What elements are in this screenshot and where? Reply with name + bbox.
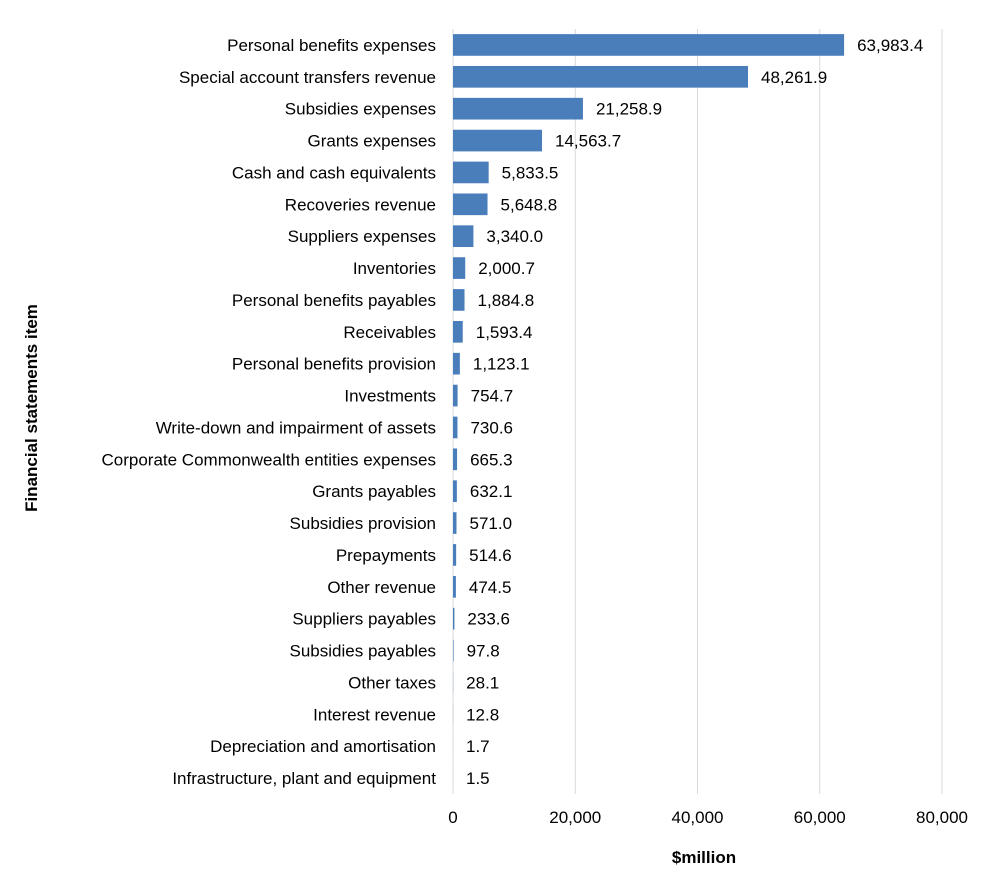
bar [453, 607, 455, 630]
data-label: 21,258.9 [596, 100, 662, 119]
data-label: 2,000.7 [478, 259, 535, 278]
bar [453, 639, 454, 662]
category-label: Grants payables [312, 482, 436, 501]
category-label: Interest revenue [313, 705, 436, 724]
data-label: 28.1 [466, 673, 499, 692]
category-label: Special account transfers revenue [179, 68, 436, 87]
category-label: Subsidies expenses [285, 100, 436, 119]
bar [453, 129, 543, 152]
category-label: Other revenue [327, 578, 436, 597]
data-label: 1.5 [466, 769, 490, 788]
bar [453, 161, 489, 184]
category-label: Receivables [343, 323, 436, 342]
data-label: 474.5 [469, 578, 512, 597]
category-labels: Personal benefits expenses Special accoun… [101, 36, 436, 788]
bar [453, 512, 457, 534]
data-label: 14,563.7 [555, 132, 621, 151]
category-label: Write-down and impairment of assets [156, 418, 436, 437]
category-label: Investments [344, 387, 436, 406]
bar [453, 193, 488, 216]
category-label: Depreciation and amortisation [210, 737, 436, 756]
bar [453, 289, 465, 311]
bar [453, 384, 458, 407]
category-label: Prepayments [336, 546, 436, 565]
data-label: 1,123.1 [473, 355, 530, 374]
data-label: 730.6 [470, 418, 513, 437]
data-label: 48,261.9 [761, 68, 827, 87]
bar [453, 320, 463, 343]
bar [453, 34, 845, 56]
category-label: Suppliers payables [292, 610, 436, 629]
data-label: 12.8 [466, 705, 499, 724]
category-label: Subsidies provision [290, 514, 436, 533]
x-tick-label: 80,000 [916, 808, 968, 827]
data-label: 3,340.0 [486, 227, 543, 246]
data-label: 1.7 [466, 737, 490, 756]
category-label: Grants expenses [307, 132, 436, 151]
x-tick-label: 60,000 [794, 808, 846, 827]
category-label: Cash and cash equivalents [232, 163, 436, 182]
bar [453, 65, 749, 88]
value-labels: 63,983.4 48,261.9 21,258.9 14,563.7 5,833.5 5… [466, 36, 923, 788]
category-label: Corporate Commonwealth entities expenses [101, 450, 436, 469]
category-label: Suppliers expenses [288, 227, 436, 246]
bar [453, 352, 460, 375]
bar [453, 416, 458, 439]
x-tick-label: 0 [448, 808, 457, 827]
data-label: 632.1 [470, 482, 513, 501]
data-label: 1,593.4 [476, 323, 533, 342]
category-label: Personal benefits expenses [227, 36, 436, 55]
data-label: 571.0 [469, 514, 512, 533]
data-label: 5,648.8 [501, 195, 558, 214]
bar [453, 257, 466, 279]
data-label: 514.6 [469, 546, 512, 565]
bar [453, 575, 456, 598]
data-label: 5,833.5 [502, 163, 559, 182]
category-label: Personal benefits provision [232, 355, 436, 374]
data-label: 97.8 [467, 642, 500, 661]
category-label: Subsidies payables [290, 642, 436, 661]
data-label: 233.6 [467, 610, 510, 629]
bar [453, 544, 457, 566]
gridlines [452, 29, 943, 794]
data-label: 1,884.8 [478, 291, 535, 310]
bar [453, 225, 474, 248]
x-tick-label: 40,000 [672, 808, 724, 827]
category-label: Infrastructure, plant and equipment [172, 769, 436, 788]
data-label: 665.3 [470, 450, 513, 469]
bar [453, 480, 457, 503]
category-label: Other taxes [348, 673, 436, 692]
data-label: 63,983.4 [857, 36, 923, 55]
category-label: Inventories [353, 259, 436, 278]
x-tick-label: 20,000 [549, 808, 601, 827]
category-label: Recoveries revenue [285, 195, 436, 214]
x-axis-title: $million [672, 848, 736, 867]
data-label: 754.7 [471, 387, 514, 406]
bar [453, 448, 458, 471]
x-tick-labels: 0 20,000 40,000 60,000 80,000 [448, 808, 968, 827]
y-axis-title: Financial statements item [22, 304, 41, 512]
category-label: Personal benefits payables [232, 291, 436, 310]
bars [453, 34, 845, 789]
bar [453, 97, 583, 120]
